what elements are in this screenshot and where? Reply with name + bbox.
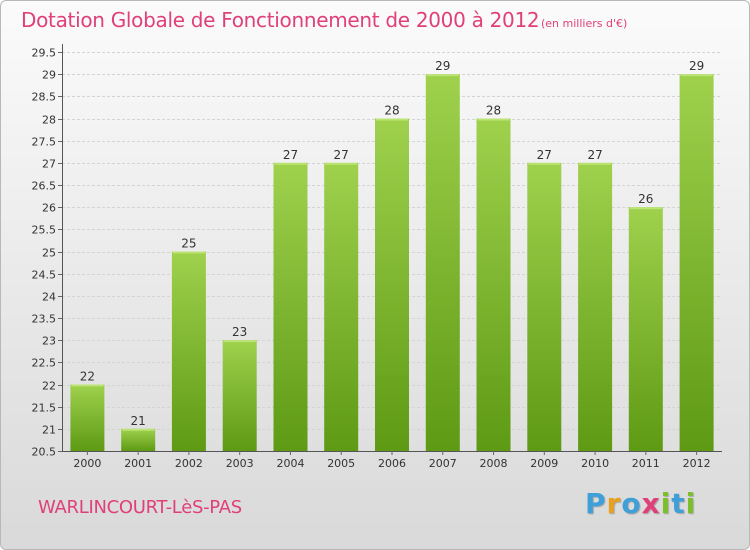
y-tick-label: 29.5 — [32, 47, 57, 60]
bar-2010[interactable] — [578, 162, 613, 452]
y-tick-label: 22 — [42, 380, 56, 393]
y-tick-label: 28.5 — [32, 91, 57, 104]
data-label: 25 — [181, 237, 196, 251]
y-tick-label: 23.5 — [32, 313, 57, 326]
bar-2002[interactable] — [171, 251, 206, 452]
x-tick-label: 2000 — [73, 457, 101, 470]
y-tick-label: 25 — [42, 247, 56, 260]
y-tick-label: 26.5 — [32, 180, 57, 193]
bar-2005[interactable] — [324, 162, 359, 452]
bar-highlight — [528, 162, 561, 165]
x-tick-label: 2004 — [277, 457, 305, 470]
y-tick-label: 24.5 — [32, 269, 57, 282]
logo-letter: o — [621, 487, 642, 520]
y-tick-label: 20.5 — [32, 446, 57, 459]
logo-letter: t — [671, 487, 686, 520]
proxiti-logo[interactable]: Proxiti — [585, 487, 696, 520]
data-label: 28 — [486, 104, 501, 118]
x-tick-label: 2012 — [683, 457, 711, 470]
bar-2007[interactable] — [425, 74, 460, 451]
bar-2004[interactable] — [273, 162, 308, 452]
x-tick-label: 2003 — [226, 457, 254, 470]
bar-highlight — [477, 118, 510, 121]
bar-2001[interactable] — [121, 428, 156, 451]
bar-highlight — [71, 384, 104, 387]
data-label: 23 — [232, 325, 247, 339]
bar-highlight — [172, 251, 205, 254]
data-label: 26 — [638, 192, 653, 206]
y-tick-label: 21 — [42, 424, 56, 437]
y-tick-label: 25.5 — [32, 224, 57, 237]
x-tick-label: 2005 — [327, 457, 355, 470]
bar-highlight — [426, 74, 459, 77]
x-tick-label: 2002 — [175, 457, 203, 470]
y-tick-label: 27.5 — [32, 136, 57, 149]
x-tick-label: 2001 — [124, 457, 152, 470]
bar-highlight — [376, 118, 408, 121]
bar-highlight — [579, 162, 612, 165]
data-label: 27 — [334, 148, 349, 162]
bar-2012[interactable] — [679, 74, 714, 451]
y-tick-label: 24 — [42, 291, 56, 304]
data-label: 27 — [587, 148, 602, 162]
logo-letter: i — [685, 487, 697, 520]
chart-title: Dotation Globale de Fonctionnement de 20… — [21, 8, 540, 32]
y-tick-label: 22.5 — [32, 357, 57, 370]
y-tick-label: 27 — [42, 158, 56, 171]
bar-2011[interactable] — [628, 207, 663, 451]
data-label: 27 — [283, 148, 298, 162]
y-tick-label: 26 — [42, 202, 56, 215]
bar-highlight — [629, 207, 662, 210]
bar-highlight — [274, 162, 307, 165]
bar-highlight — [223, 340, 256, 343]
bar-highlight — [680, 74, 713, 77]
data-label: 22 — [80, 370, 95, 384]
y-tick-label: 21.5 — [32, 402, 57, 415]
x-tick-label: 2006 — [378, 457, 406, 470]
bar-highlight — [325, 162, 358, 165]
bar-2000[interactable] — [70, 384, 105, 452]
bar-2009[interactable] — [527, 162, 562, 452]
x-tick-label: 2010 — [581, 457, 609, 470]
x-tick-label: 2009 — [530, 457, 558, 470]
bar-2006[interactable] — [375, 118, 409, 452]
bar-2008[interactable] — [476, 118, 511, 452]
y-tick-label: 23 — [42, 335, 56, 348]
commune-name: WARLINCOURT-LèS-PAS — [38, 497, 242, 518]
data-label: 29 — [435, 59, 450, 73]
bar-highlight — [122, 428, 155, 431]
logo-letter: x — [641, 487, 661, 520]
data-label: 29 — [689, 59, 704, 73]
data-label: 28 — [384, 104, 399, 118]
x-tick-label: 2007 — [429, 457, 457, 470]
bar-2003[interactable] — [222, 340, 257, 451]
logo-letter: i — [660, 487, 672, 520]
logo-letter: P — [585, 487, 607, 520]
y-tick-label: 28 — [42, 114, 56, 127]
logo-letter: r — [606, 487, 622, 520]
x-tick-label: 2011 — [632, 457, 660, 470]
y-tick-label: 29 — [42, 69, 56, 82]
data-label: 27 — [537, 148, 552, 162]
data-label: 21 — [131, 414, 146, 428]
x-tick-label: 2008 — [480, 457, 508, 470]
chart-unit: (en milliers d'€) — [541, 17, 628, 30]
